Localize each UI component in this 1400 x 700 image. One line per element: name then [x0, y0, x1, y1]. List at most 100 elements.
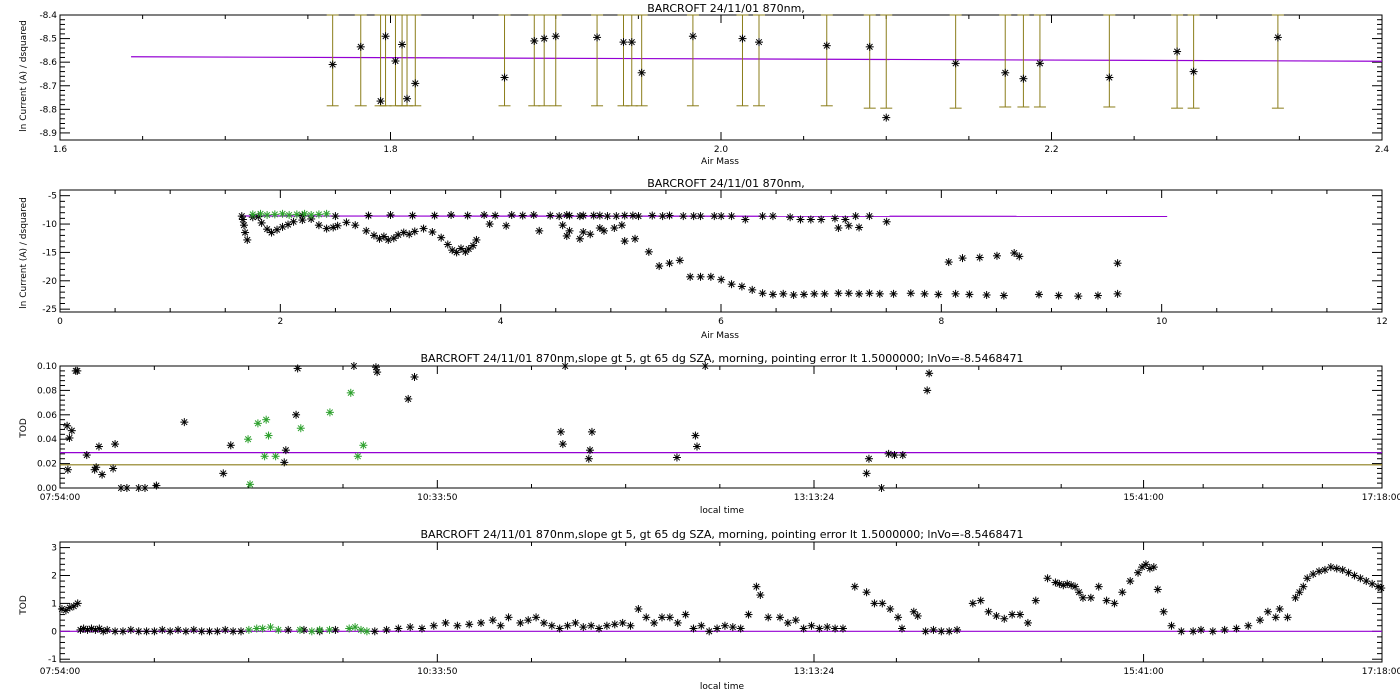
data-point — [587, 427, 596, 436]
data-point — [701, 362, 710, 370]
data-point — [322, 224, 331, 233]
data-point — [882, 113, 891, 122]
plot-frame — [59, 189, 1383, 313]
data-point — [399, 228, 408, 237]
data-point — [612, 212, 621, 221]
data-point — [1275, 604, 1284, 613]
data-point — [665, 259, 674, 268]
x-tick-label: 10 — [1156, 317, 1168, 327]
data-point — [593, 33, 602, 42]
data-point — [1000, 614, 1009, 623]
data-point-green — [314, 210, 323, 219]
data-point — [1078, 593, 1087, 602]
data-point — [241, 228, 250, 237]
data-point — [292, 410, 301, 419]
data-point — [226, 441, 235, 450]
data-point — [799, 624, 808, 633]
data-point — [530, 36, 539, 45]
data-point — [314, 221, 323, 230]
data-point — [284, 625, 293, 634]
data-point — [587, 621, 596, 630]
data-point — [634, 604, 643, 613]
data-point — [1019, 74, 1028, 83]
data-point — [737, 282, 746, 291]
data-point — [111, 440, 120, 449]
data-point — [122, 484, 131, 492]
x-tick-label: 13:13:24 — [794, 667, 835, 677]
data-point — [976, 596, 985, 605]
data-point — [575, 212, 584, 221]
data-point — [1263, 607, 1272, 616]
error-bar — [354, 14, 367, 107]
data-point-green — [258, 624, 267, 633]
data-point — [764, 613, 773, 622]
y-tick-label: 2 — [51, 571, 57, 581]
data-point — [381, 32, 390, 41]
data-point — [571, 618, 580, 627]
data-point — [1074, 292, 1083, 301]
data-point — [894, 613, 903, 622]
data-point — [98, 470, 107, 479]
data-point — [706, 272, 715, 281]
x-tick-label: 6 — [718, 317, 724, 327]
data-point — [672, 453, 681, 462]
data-point-green — [244, 435, 253, 444]
data-point — [822, 41, 831, 50]
data-point — [642, 613, 651, 622]
data-point — [1075, 588, 1084, 597]
error-bar — [999, 14, 1012, 108]
data-point — [417, 624, 426, 633]
data-point — [504, 613, 513, 622]
data-point — [561, 362, 570, 370]
error-bar — [1171, 14, 1184, 109]
data-point — [870, 599, 879, 608]
data-point — [925, 369, 934, 378]
error-bar — [863, 14, 876, 109]
data-point-green — [270, 210, 279, 219]
data-point — [1023, 618, 1032, 627]
data-point-green — [296, 424, 305, 433]
data-point — [403, 94, 412, 103]
y-tick-label: 1 — [51, 599, 57, 609]
data-point — [748, 285, 757, 294]
data-point — [404, 394, 413, 403]
y-tick-label: -1 — [48, 655, 57, 665]
data-point — [1113, 259, 1122, 268]
data-point — [897, 624, 906, 633]
data-point — [1008, 610, 1017, 619]
data-point — [371, 363, 380, 372]
data-point — [752, 582, 761, 591]
data-point — [429, 621, 438, 630]
data-point — [298, 216, 307, 225]
data-point — [696, 272, 705, 281]
y-tick-label: -8.5 — [39, 35, 57, 45]
error-bar — [1017, 14, 1030, 108]
data-point — [1326, 563, 1335, 572]
data-point — [850, 582, 859, 591]
data-point-green — [346, 388, 355, 397]
data-point — [768, 290, 777, 299]
data-point — [181, 627, 190, 636]
data-point — [1153, 585, 1162, 594]
data-point — [331, 212, 340, 221]
x-tick-label: 2.0 — [714, 145, 729, 155]
data-point — [877, 484, 886, 492]
data-point — [398, 40, 407, 49]
x-axis-label: Air Mass — [701, 331, 739, 341]
chart-title: BARCROFT 24/11/01 870nm, — [647, 177, 805, 190]
chart-title: BARCROFT 24/11/01 870nm, — [647, 2, 805, 15]
data-point-green — [359, 441, 368, 450]
data-point — [951, 289, 960, 298]
data-point — [1102, 596, 1111, 605]
data-point — [1303, 574, 1312, 583]
data-point — [94, 442, 103, 451]
data-point — [815, 624, 824, 633]
data-point — [864, 454, 873, 463]
data-point — [786, 213, 795, 222]
data-point — [351, 221, 360, 230]
data-point — [126, 625, 135, 634]
data-point — [205, 627, 214, 636]
data-point — [697, 621, 706, 630]
data-point — [369, 231, 378, 240]
error-bar — [880, 14, 893, 109]
